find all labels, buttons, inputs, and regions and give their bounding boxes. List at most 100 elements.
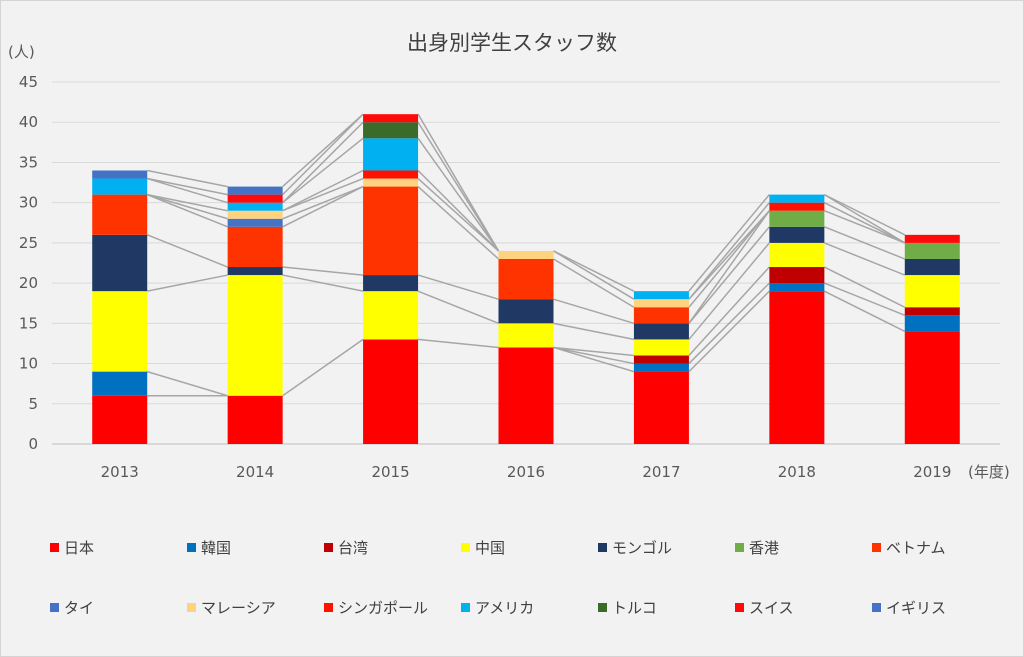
series-connectors [146,113,906,397]
legend-label: シンガポール [338,599,428,617]
bar-segment [498,347,554,444]
bar-segment [904,242,960,259]
series-connector [146,193,228,228]
bar-segment [92,178,148,195]
bar-segment [769,202,825,211]
bar-segment [227,395,283,444]
legend-label: ベトナム [886,539,946,557]
series-connector [146,370,228,397]
chart-title: 出身別学生スタッフ数 [407,31,617,55]
bar-segment [633,291,689,300]
x-tick-label: 2014 [236,463,274,481]
series-connector [417,290,499,325]
legend-label: アメリカ [475,599,534,617]
legend-swatch [324,543,333,552]
bar-segment [498,250,554,259]
series-connector [553,298,635,325]
series-connector [417,137,500,252]
series-connector [688,226,770,324]
legend-label: 香港 [749,539,779,557]
legend-swatch [735,543,744,552]
series-connector [688,210,770,308]
series-connector [282,338,364,397]
bar-segment [227,218,283,227]
x-tick-label: 2016 [507,463,545,481]
legend-swatch [598,603,607,612]
bar-segment [498,299,554,324]
series-connector [688,210,770,300]
bar-segment [769,291,825,444]
series-connector [553,258,635,308]
x-tick-label: 2017 [642,463,680,481]
series-connector [824,201,906,244]
bar-segment [769,283,825,292]
series-connector [417,113,500,252]
legend-label: イギリス [886,599,946,617]
legend-label: 中国 [475,539,505,557]
series-connector [824,226,906,260]
x-axis-ticks: 2013 2014 2015 2016 2017 2018 2019 [101,463,952,481]
series-connector [824,266,906,308]
series-connector [553,250,635,300]
bar-segment [904,275,960,308]
y-tick-label: 0 [28,435,38,453]
series-connector [282,113,364,188]
bar-segment [769,267,825,284]
bar-segment [363,275,419,292]
x-axis-unit-label: (年度) [968,463,1010,481]
series-connector [553,346,635,365]
bar-segment [498,258,554,300]
bar-segment [92,194,148,235]
bar-segment [92,395,148,444]
bar-segment [904,331,960,444]
series-connector [823,193,906,244]
legend-label: スイス [749,599,794,617]
x-tick-label: 2018 [778,463,816,481]
y-tick-label: 20 [19,274,38,292]
series-connector [147,274,228,292]
legend-label: 台湾 [338,539,368,557]
series-connector [688,242,770,340]
bars [92,114,960,444]
y-tick-label: 35 [19,153,38,171]
bar-segment [633,363,689,372]
legend-label: 日本 [64,539,94,557]
series-connector [282,185,364,220]
series-connector [688,210,770,324]
series-connector [282,113,364,196]
y-tick-label: 30 [19,194,38,212]
legend-label: モンゴル [612,539,672,557]
bar-segment [227,267,283,276]
series-connector [688,266,770,357]
bar-segment [363,138,419,171]
bar-segment [363,178,419,187]
bar-segment [227,202,283,211]
series-connector [282,169,364,212]
series-connector [553,250,635,292]
bar-segment [769,242,825,268]
y-tick-label: 5 [28,395,38,413]
bar-segment [92,234,148,292]
legend-swatch [187,603,196,612]
legend-swatch [187,543,196,552]
legend-label: トルコ [612,599,657,617]
y-tick-label: 45 [19,73,38,91]
x-tick-label: 2013 [101,463,139,481]
y-tick-label: 10 [19,355,38,373]
legend-swatch [461,603,470,612]
bar-segment [904,234,960,243]
series-connector [146,193,228,220]
bar-segment [633,307,689,324]
series-connector [553,346,635,357]
bar-segment [92,291,148,372]
series-connector [553,346,635,373]
y-tick-label: 15 [19,314,38,332]
series-connector [417,169,500,252]
series-connector [147,193,228,212]
legend-swatch [598,543,607,552]
series-connector [282,177,364,212]
bar-segment [227,186,283,195]
x-tick-label: 2015 [371,463,409,481]
